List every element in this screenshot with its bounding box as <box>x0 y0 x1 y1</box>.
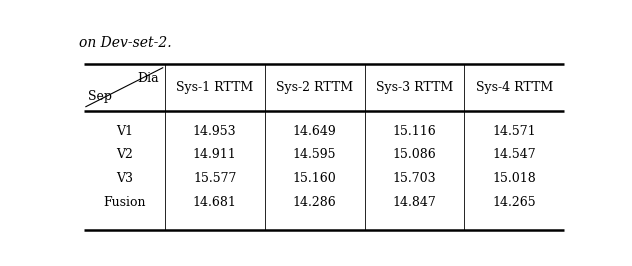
Text: 15.160: 15.160 <box>293 172 336 185</box>
Text: 14.681: 14.681 <box>193 197 236 209</box>
Text: 14.265: 14.265 <box>492 197 536 209</box>
Text: V3: V3 <box>116 172 133 185</box>
Text: Sys-2 RTTM: Sys-2 RTTM <box>276 81 353 94</box>
Text: V1: V1 <box>116 125 133 138</box>
Text: 14.847: 14.847 <box>392 197 436 209</box>
Text: 15.703: 15.703 <box>392 172 436 185</box>
Text: 15.577: 15.577 <box>193 172 236 185</box>
Text: Sys-1 RTTM: Sys-1 RTTM <box>176 81 253 94</box>
Text: 14.953: 14.953 <box>193 125 236 138</box>
Text: 14.286: 14.286 <box>293 197 336 209</box>
Text: Dia: Dia <box>137 72 159 85</box>
Text: 14.649: 14.649 <box>293 125 336 138</box>
Text: 14.595: 14.595 <box>293 148 336 161</box>
Text: 15.116: 15.116 <box>392 125 436 138</box>
Text: Fusion: Fusion <box>103 197 145 209</box>
Text: 15.086: 15.086 <box>392 148 436 161</box>
Text: V2: V2 <box>116 148 133 161</box>
Text: 14.547: 14.547 <box>492 148 536 161</box>
Text: 14.911: 14.911 <box>193 148 236 161</box>
Text: 14.571: 14.571 <box>492 125 536 138</box>
Text: Sys-4 RTTM: Sys-4 RTTM <box>475 81 553 94</box>
Text: Sys-3 RTTM: Sys-3 RTTM <box>376 81 453 94</box>
Text: Sep: Sep <box>88 90 112 103</box>
Text: on Dev-set-2.: on Dev-set-2. <box>79 36 172 50</box>
Text: 15.018: 15.018 <box>492 172 536 185</box>
